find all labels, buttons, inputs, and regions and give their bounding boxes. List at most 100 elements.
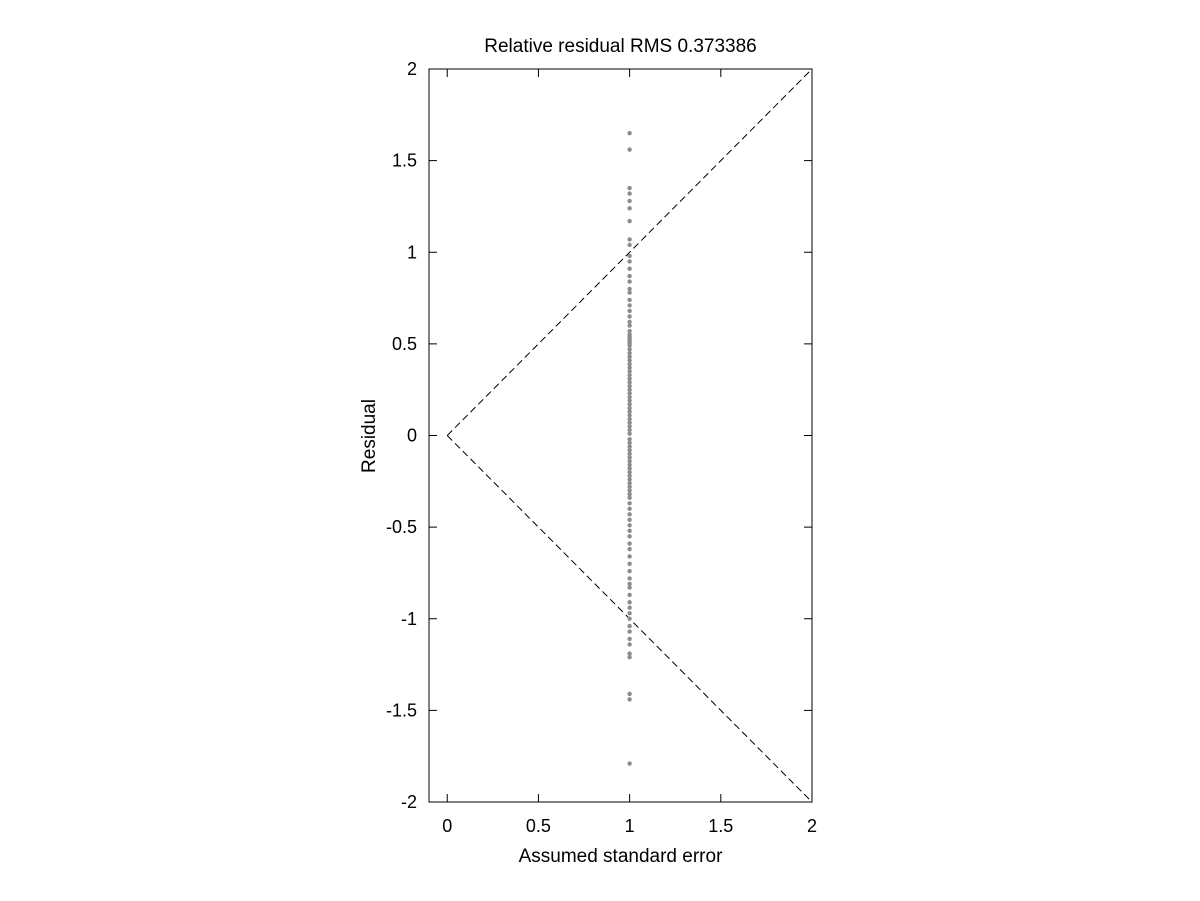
data-point [627, 444, 632, 449]
data-point [627, 436, 632, 442]
data-point [627, 592, 632, 598]
x-tick-label: 0.5 [526, 816, 551, 836]
data-point [627, 191, 632, 196]
data-point [627, 623, 632, 629]
data-point [627, 350, 632, 356]
data-point [627, 237, 632, 242]
data-point [627, 534, 632, 539]
data-point [627, 297, 632, 303]
data-point [627, 398, 632, 403]
data-point [627, 585, 632, 590]
data-point [627, 405, 632, 411]
chart-title: Relative residual RMS 0.373386 [484, 36, 757, 57]
y-tick-label: -1.5 [386, 700, 417, 720]
y-tick-label: 2 [407, 59, 417, 79]
data-point [627, 523, 632, 528]
data-point [627, 546, 632, 552]
data-point [627, 253, 632, 259]
data-point [627, 369, 632, 374]
x-axis-title: Assumed standard error [519, 846, 723, 867]
data-point [627, 319, 632, 325]
data-point [627, 484, 632, 490]
data-point [627, 469, 632, 475]
data-point [627, 761, 632, 766]
data-point [627, 347, 632, 352]
data-point [627, 273, 632, 279]
data-point [627, 458, 632, 464]
data-point [627, 394, 632, 400]
data-point [627, 691, 632, 697]
data-point [627, 391, 632, 396]
data-point [627, 541, 632, 546]
data-point [627, 147, 632, 152]
y-tick-label: 1 [407, 242, 417, 262]
data-point [627, 491, 632, 497]
data-point [627, 286, 632, 292]
data-point [627, 568, 632, 574]
plot-frame [428, 68, 813, 803]
data-point [627, 600, 632, 605]
data-point [627, 517, 632, 522]
data-point [627, 303, 632, 308]
data-point [627, 420, 632, 425]
data-point [627, 495, 632, 501]
data-point [627, 455, 632, 460]
data-point [627, 506, 632, 511]
data-point [627, 328, 632, 334]
data-point [627, 402, 632, 407]
data-point [627, 561, 632, 566]
data-point [627, 462, 632, 468]
data-point [627, 554, 632, 559]
data-point [627, 642, 632, 647]
reference-line-1 [446, 68, 813, 436]
data-point [627, 611, 632, 616]
data-point [627, 466, 632, 471]
data-point [627, 314, 632, 319]
data-point [627, 185, 632, 191]
data-points [627, 130, 632, 766]
data-point [627, 206, 632, 211]
y-tick-label: -0.5 [386, 517, 417, 537]
data-point [627, 338, 632, 343]
data-point [627, 361, 632, 367]
data-point [627, 323, 632, 328]
data-point [627, 473, 632, 479]
data-point [627, 409, 632, 414]
data-point [627, 431, 632, 436]
y-tick-label: -1 [401, 609, 417, 629]
data-point [627, 605, 632, 610]
data-point [627, 512, 632, 517]
x-tick-label: 1.5 [708, 816, 733, 836]
x-tick-label: 2 [807, 816, 817, 836]
data-point [627, 636, 632, 642]
data-point [627, 130, 632, 136]
data-point [627, 266, 632, 271]
data-point [627, 451, 632, 457]
data-point [627, 477, 632, 482]
data-point [627, 387, 632, 392]
data-point [627, 242, 632, 248]
y-tick-label: 0.5 [392, 334, 417, 354]
data-point [627, 488, 632, 493]
data-point [627, 383, 632, 389]
y-tick-label: 1.5 [392, 151, 417, 171]
data-point [627, 334, 632, 339]
y-axis-title: Residual [359, 399, 380, 473]
data-point [627, 259, 632, 264]
data-point [627, 629, 632, 634]
data-point [627, 380, 632, 385]
data-point [627, 413, 632, 418]
data-point [627, 365, 632, 370]
data-point [627, 651, 632, 656]
data-point [627, 279, 632, 284]
axis-ticks: 0 0.5 1 1.5 2 -2 -1.5 -1 -0.5 0 0.5 1 1.5 2 [386, 59, 817, 836]
data-point [627, 447, 632, 453]
data-point [627, 372, 632, 378]
x-tick-label: 0 [442, 816, 452, 836]
data-point [627, 480, 632, 486]
data-point [627, 427, 632, 433]
data-point [627, 354, 632, 359]
data-point [627, 616, 632, 621]
y-tick-label: -2 [401, 792, 417, 812]
